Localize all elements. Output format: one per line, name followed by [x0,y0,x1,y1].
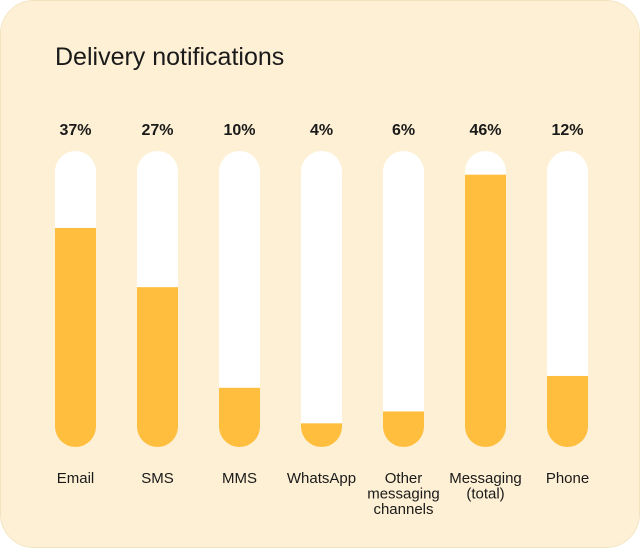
bar [55,227,96,447]
data-label: 4% [310,122,333,139]
bar [219,387,260,447]
bar [465,174,506,447]
bar-track [383,151,424,447]
category-label: SMS [141,470,174,487]
category-label: Email [57,470,95,487]
category-label: WhatsApp [287,470,356,487]
category-label: MMS [222,470,257,487]
data-label: 6% [392,122,415,139]
data-label: 27% [141,122,173,139]
data-label: 37% [59,122,91,139]
bar-track [219,151,260,447]
bar [383,411,424,447]
bar-track [547,151,588,447]
data-label: 46% [469,122,501,139]
bar [547,375,588,447]
bars-group: 37% Email 27% SMS 10% MMS 4% WhatsApp 6% Other mes… [55,122,589,518]
bar-track [301,151,342,447]
chart-title: Delivery notifications [55,43,284,71]
data-label: 12% [551,122,583,139]
category-label: Messaging (total) [449,470,522,503]
category-label: Phone [546,470,589,487]
data-label: 10% [223,122,255,139]
category-label: Other messaging channels [367,470,440,518]
bar [137,287,178,447]
bar [301,423,342,447]
